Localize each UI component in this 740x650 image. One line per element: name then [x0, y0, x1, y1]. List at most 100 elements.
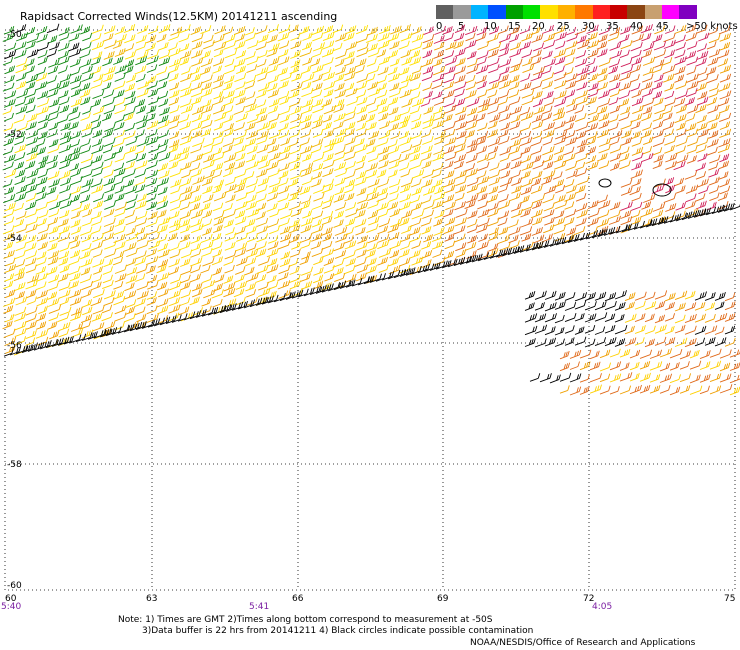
wind-barb [323, 71, 335, 82]
wind-barb [9, 346, 21, 356]
wind-barb [511, 185, 522, 194]
wind-barb [168, 42, 178, 51]
wind-barb [599, 373, 611, 383]
wind-barb [640, 24, 653, 34]
wind-barb [234, 40, 246, 50]
wind-barb [37, 131, 48, 140]
wind-barb [696, 43, 707, 52]
wind-barb [202, 194, 214, 203]
wind-barb [103, 137, 116, 147]
wind-barb [335, 233, 348, 243]
wind-barb [256, 193, 267, 203]
wind-barb [531, 226, 543, 236]
wind-barb [191, 73, 202, 82]
wind-barb [312, 274, 324, 284]
wind-barb [388, 178, 401, 188]
wind-barb [566, 227, 577, 236]
wind-barb [621, 129, 632, 139]
wind-barb [489, 26, 500, 35]
wind-barb [477, 80, 487, 90]
wind-barb [147, 50, 159, 60]
wind-barb [125, 216, 138, 226]
wind-barb [575, 145, 586, 154]
wind-barb [555, 40, 566, 50]
wind-barb [554, 301, 566, 310]
wind-barb [629, 361, 640, 371]
wind-barb [146, 201, 158, 211]
wind-barb [324, 273, 335, 282]
wind-barb [654, 49, 667, 59]
wind-barb [156, 209, 167, 219]
wind-barb [59, 264, 70, 274]
wind-barb [322, 168, 334, 178]
wind-barb [519, 136, 533, 147]
wind-barb [609, 49, 622, 60]
wind-barb [685, 24, 697, 34]
wind-barb [38, 155, 49, 164]
wind-barb [200, 81, 212, 91]
wind-barb [290, 59, 301, 68]
wind-barb [641, 81, 653, 91]
wind-barb [354, 138, 365, 147]
wind-barb [609, 105, 621, 114]
wind-barb [631, 97, 644, 107]
wind-barb [400, 177, 413, 188]
wind-barb [312, 48, 323, 58]
wind-barb [377, 178, 390, 188]
wind-barb [687, 209, 700, 219]
wind-barb [223, 275, 234, 284]
wind-barb [554, 97, 567, 108]
wind-barb [59, 130, 71, 140]
wind-barb [158, 152, 171, 162]
wind-barb [223, 75, 235, 84]
wind-barb [313, 184, 325, 194]
wind-barb [177, 313, 188, 322]
wind-barb [718, 104, 730, 114]
wind-barb [355, 226, 366, 236]
wind-barb [321, 184, 334, 194]
wind-barb [136, 210, 148, 220]
wind-barb [277, 280, 291, 290]
wind-barb [47, 321, 58, 330]
wind-barb [156, 281, 168, 291]
wind-barb [212, 283, 223, 292]
wind-barb [322, 194, 335, 204]
wind-barb [235, 216, 247, 226]
wind-barb [58, 289, 71, 299]
wind-barb [543, 185, 557, 195]
wind-barb [411, 210, 425, 220]
wind-barb [405, 267, 416, 276]
wind-barb [444, 136, 457, 147]
wind-barb [245, 185, 257, 195]
wind-barb [48, 225, 59, 235]
wind-barb [47, 144, 60, 154]
wind-barb [59, 243, 70, 252]
wind-barb [574, 105, 585, 114]
wind-barb [574, 57, 588, 68]
wind-barb [356, 73, 369, 84]
wind-barb [665, 153, 678, 163]
wind-barb [313, 280, 324, 290]
wind-barb [222, 82, 233, 91]
wind-barb [467, 58, 478, 68]
wind-barb [156, 298, 169, 308]
wind-barb [278, 264, 291, 275]
wind-barb [694, 291, 707, 301]
wind-barb [279, 291, 292, 302]
wind-barb [675, 80, 688, 90]
wind-barb [233, 105, 245, 115]
wind-barb [478, 233, 488, 242]
wind-barb [213, 122, 224, 131]
wind-barb [267, 161, 279, 171]
wind-barb [421, 152, 432, 161]
wind-barb [212, 224, 223, 234]
wind-barb [388, 96, 399, 106]
wind-barb [704, 313, 716, 323]
wind-barb [718, 82, 731, 92]
wind-barb [207, 306, 219, 316]
wind-barb [498, 112, 511, 122]
wind-barb [158, 57, 171, 67]
wind-barb [633, 220, 645, 230]
wind-barb [313, 267, 324, 276]
wind-barb [509, 138, 522, 148]
